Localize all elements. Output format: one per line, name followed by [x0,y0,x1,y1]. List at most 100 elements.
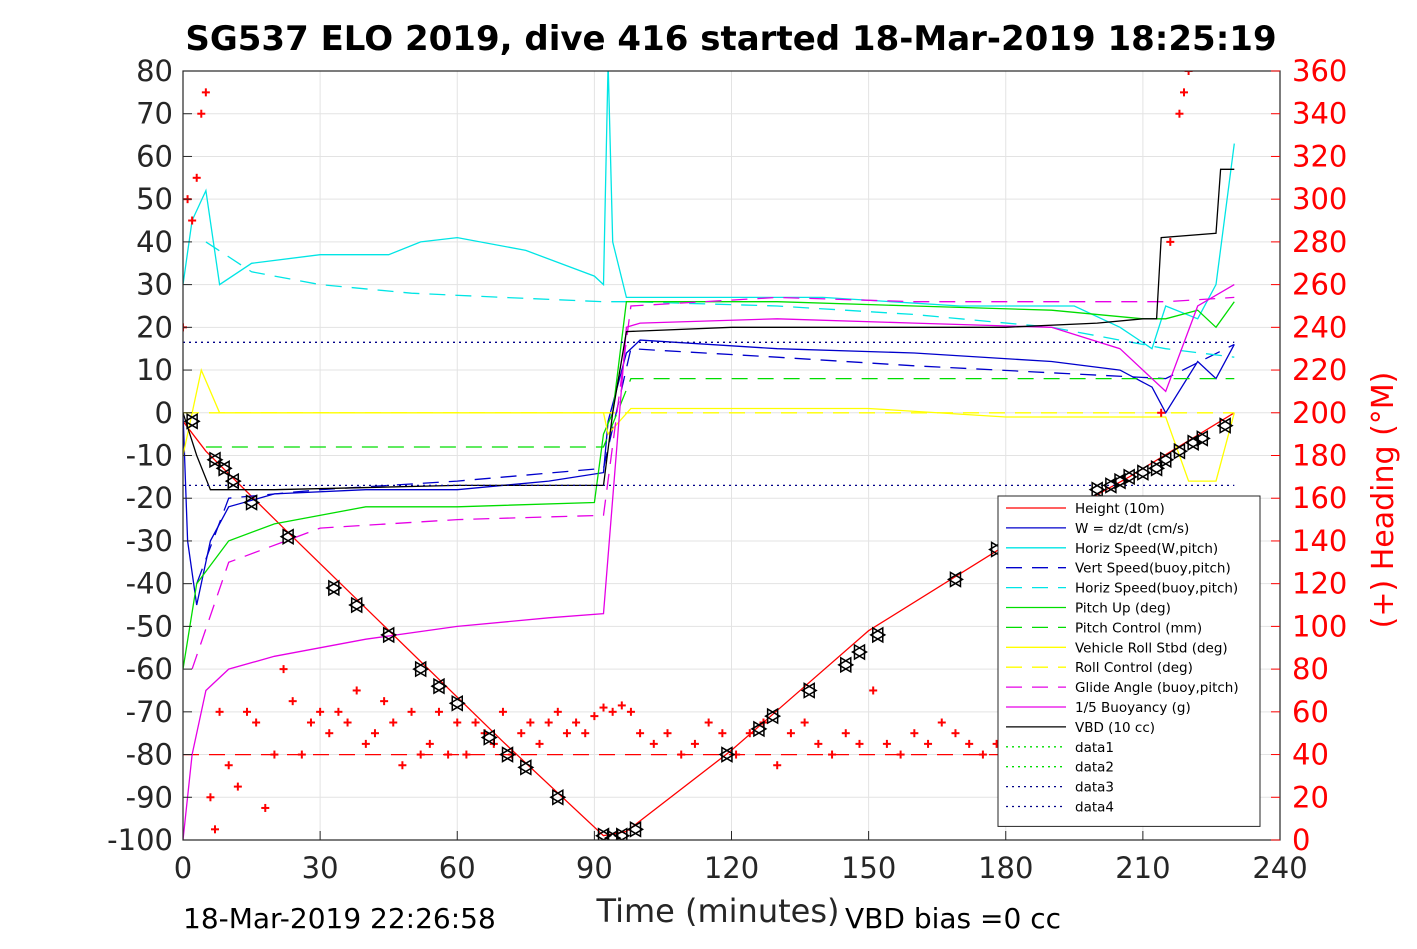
turn-marker [1134,464,1152,481]
heading-point [937,718,946,727]
legend-label: Roll Control (deg) [1075,660,1193,676]
heading-point [407,707,416,716]
footer-vbd-bias: VBD bias =0 cc [845,902,1061,935]
footer-timestamp: 18-Mar-2019 22:26:58 [183,902,496,935]
heading-point [270,750,279,759]
x-axis-label: Time (minutes) [596,892,840,930]
turn-marker-right [451,694,466,712]
y2-tick-label: 220 [1292,353,1347,387]
heading-point [869,686,878,695]
heading-point [855,739,864,748]
turn-marker-left [517,759,532,776]
legend-label: Horiz Speed(buoy,pitch) [1075,581,1238,597]
x-tick-label: 150 [841,851,896,885]
heading-point [572,718,581,727]
turn-marker-right [629,821,645,838]
y-tick-label: -90 [126,780,173,814]
turn-marker-right [209,451,224,469]
heading-point [828,750,837,759]
heading-point [690,739,699,748]
turn-marker-right [872,626,887,644]
heading-point [590,712,599,721]
legend-label: Vehicle Roll Stbd (deg) [1075,640,1228,656]
turn-marker [243,494,261,511]
heading-point [242,707,251,716]
turn-marker [1216,417,1234,434]
heading-point [581,729,590,738]
heading-point [297,750,306,759]
heading-point [462,750,471,759]
turn-marker-left [1216,417,1231,434]
y-tick-label: 40 [136,225,173,259]
heading-point [352,686,361,695]
heading-point [434,707,443,716]
x-tick-label: 0 [174,851,192,885]
heading-point [1166,237,1175,246]
y2-tick-label: 340 [1292,97,1347,131]
axes: 0 30 60 90 120 150 180 210 240-100-90-80-70-60-5… [107,54,1347,885]
turn-marker-left [764,707,779,725]
y2-tick-label: 300 [1292,182,1347,216]
heading-point [389,718,398,727]
turn-marker [613,827,631,840]
plot-area [183,71,1235,840]
turn-marker-left [627,821,642,838]
heading-point [316,707,325,716]
turn-marker [1170,442,1188,460]
legend-label: Horiz Speed(W,pitch) [1075,541,1218,557]
turn-marker-right [1114,472,1129,490]
series-line [183,168,1235,491]
x-tick-label: 90 [576,851,613,885]
turn-marker [499,746,517,763]
turn-marker [1088,481,1106,498]
y2-tick-label: 240 [1292,310,1347,344]
legend-label: Glide Angle (buoy,pitch) [1075,680,1239,696]
turn-marker-right [597,827,613,840]
turn-marker-left [348,596,363,614]
turn-marker [549,788,567,806]
turn-marker [1120,468,1138,486]
heading-point [526,718,535,727]
turn-marker-left [718,746,733,763]
turn-marker-left [183,413,198,430]
heading-point [188,216,197,225]
turn-marker-right [186,413,201,430]
turn-marker-left [380,626,395,644]
series-line [183,301,1235,670]
heading-point [425,739,434,748]
turn-marker-left [1088,481,1103,498]
turn-marker-left [206,451,221,469]
heading-point [261,803,270,812]
turn-marker-right [616,827,631,840]
turn-marker [718,746,736,763]
y2-tick-label: 180 [1292,439,1347,473]
heading-point [562,729,571,738]
chart-title: SG537 ELO 2019, dive 416 started 18-Mar-… [185,19,1276,59]
x-tick-label: 30 [302,851,339,885]
turn-marker-right [803,682,818,699]
x-tick-label: 60 [439,851,476,885]
y-tick-label: -80 [126,738,173,772]
turn-marker-right [1123,468,1138,486]
turn-marker [800,682,818,699]
series-line [205,377,1235,448]
turn-marker [869,626,887,644]
heading-point [197,109,206,118]
heading-point [1180,88,1189,97]
turn-marker-right [753,720,768,738]
y2-tick-label: 140 [1292,524,1347,558]
heading-point [453,718,462,727]
y2-tick-label: 0 [1292,823,1310,857]
turn-marker-right [840,656,855,674]
turn-marker-right [350,596,366,614]
turn-marker [1184,434,1202,451]
turn-marker-left [946,571,962,588]
heading-point [718,729,727,738]
heading-point [224,761,233,770]
turn-marker-left [1120,468,1135,486]
turn-marker [224,472,242,490]
turn-marker [1148,460,1166,477]
turn-marker-left [1134,464,1149,481]
turn-marker [430,677,448,695]
